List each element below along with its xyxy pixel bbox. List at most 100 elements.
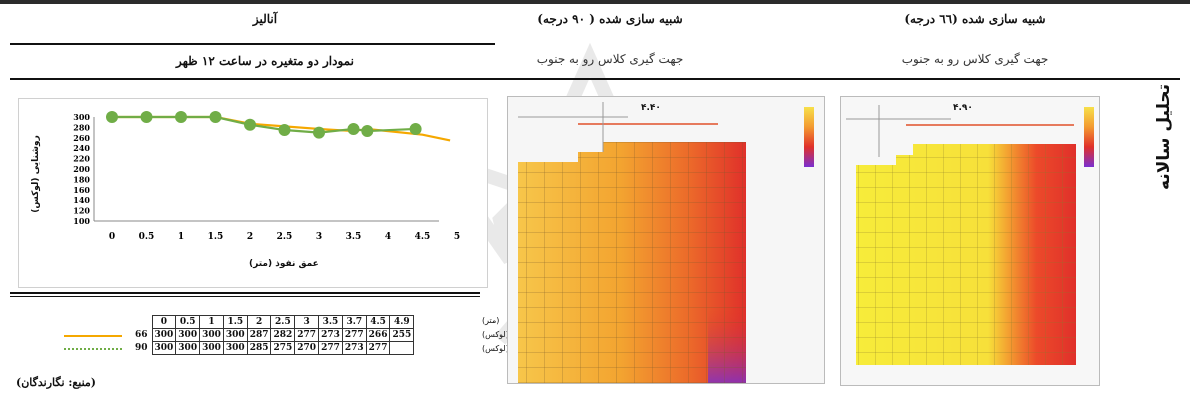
y-tick-label: 100 bbox=[73, 216, 90, 226]
x-tick-label: 3.5 bbox=[346, 232, 362, 242]
unit-lux-66: (لوکس) bbox=[482, 330, 509, 339]
table-cell: 1 bbox=[199, 315, 224, 329]
table-cell: 300 bbox=[199, 341, 224, 355]
table-cell: 300 bbox=[175, 328, 201, 342]
simulation-66-scale bbox=[1084, 107, 1094, 167]
table-row: 66 300 300 300 300 287 282 277 273 277 2… bbox=[62, 328, 415, 342]
x-tick-label: 0 bbox=[109, 232, 115, 242]
data-point-90 bbox=[347, 122, 360, 135]
source-caption: (منبع: نگارندگان) bbox=[16, 376, 96, 389]
sim90-orientation: جهت گیری کلاس رو به جنوب bbox=[536, 52, 684, 66]
simulation-66-value: ۴.۹۰ bbox=[953, 103, 973, 113]
unit-meter: (متر) bbox=[482, 316, 500, 325]
y-tick-label: 120 bbox=[73, 206, 90, 216]
simulation-90-plan bbox=[518, 102, 746, 383]
x-tick-label: 0.5 bbox=[139, 232, 155, 242]
table-cell: 3.7 bbox=[341, 315, 367, 329]
row-label: 66 bbox=[134, 330, 148, 340]
y-tick-label: 300 bbox=[73, 112, 90, 122]
x-tick-label: 2 bbox=[247, 232, 253, 242]
y-tick-label: 180 bbox=[73, 174, 90, 184]
table-cell: 277 bbox=[365, 341, 391, 355]
table-cell: 4.9 bbox=[389, 315, 415, 329]
table-header-row: 0 0.5 1 1.5 2 2.5 3 3.5 3.7 4.5 4.9 bbox=[62, 315, 415, 329]
simulation-66-panel: ۴.۹۰ bbox=[840, 96, 1100, 386]
data-point-90 bbox=[244, 118, 256, 131]
table-row: 90 300 300 300 300 285 275 270 277 273 2… bbox=[62, 341, 415, 355]
x-tick-label: 3 bbox=[316, 232, 322, 242]
y-tick-label: 160 bbox=[73, 185, 90, 195]
top-border bbox=[0, 0, 1190, 4]
x-tick-label: 2.5 bbox=[277, 232, 293, 242]
table-cell: 0.5 bbox=[175, 315, 201, 329]
legend-line-66 bbox=[64, 334, 122, 337]
table-cell: 300 bbox=[175, 341, 201, 355]
table-cell: 300 bbox=[222, 328, 248, 342]
data-point-90 bbox=[409, 122, 422, 135]
analysis-divider bbox=[10, 43, 495, 45]
table-cell: 277 bbox=[294, 328, 320, 342]
x-tick-label: 4.5 bbox=[415, 232, 431, 242]
table-cell: 285 bbox=[246, 341, 272, 355]
series-line-90 bbox=[112, 115, 416, 134]
y-axis-title: روشنایی (لوکس) bbox=[30, 135, 41, 213]
table-cell: 1.5 bbox=[222, 315, 248, 329]
sim90-title: شبیه سازی شده ( ۹۰ درجه) bbox=[537, 12, 683, 26]
table-cell: 2 bbox=[246, 315, 272, 329]
table-cell: 277 bbox=[341, 328, 367, 342]
y-tick-label: 200 bbox=[73, 164, 90, 174]
data-point-90 bbox=[140, 111, 153, 123]
simulation-90-scale bbox=[804, 107, 814, 167]
data-table: 0 0.5 1 1.5 2 2.5 3 3.5 3.7 4.5 4.9 66 3… bbox=[62, 315, 415, 355]
table-cell: 255 bbox=[389, 328, 415, 342]
table-divider-2 bbox=[10, 296, 480, 297]
table-cell: 4.5 bbox=[365, 315, 391, 329]
x-axis-title: عمق نفوذ (متر) bbox=[249, 259, 319, 269]
table-cell: 300 bbox=[222, 341, 248, 355]
y-tick-label: 140 bbox=[73, 195, 90, 205]
simulation-90-value: ۴.۴۰ bbox=[641, 103, 661, 113]
line-chart: 300 280 260 240 220 200 180 160 140 120 100 0 0.5 1 1.… bbox=[18, 98, 488, 288]
unit-lux-90: (لوکس) bbox=[482, 344, 509, 353]
table-cell: 282 bbox=[270, 328, 296, 342]
simulation-66-plan bbox=[846, 105, 1076, 365]
table-cell: 277 bbox=[318, 341, 343, 355]
sim66-orientation: جهت گیری کلاس رو به جنوب bbox=[901, 52, 1049, 66]
simulation-90-panel: ۴.۴۰ bbox=[507, 96, 825, 384]
table-cell: 300 bbox=[151, 341, 177, 355]
x-tick-label: 1 bbox=[178, 232, 184, 242]
chart-subtitle: نمودار دو متغیره در ساعت ۱۲ ظهر bbox=[176, 54, 354, 68]
data-point-90 bbox=[313, 126, 325, 139]
legend-line-90 bbox=[64, 347, 122, 350]
table-cell: 3 bbox=[294, 315, 320, 329]
sim66-title: شبیه سازی شده (٦٦ درجه) bbox=[904, 12, 1046, 26]
data-point-90 bbox=[361, 125, 374, 138]
table-cell bbox=[389, 341, 415, 355]
table-cell: 273 bbox=[318, 328, 343, 342]
data-point-90 bbox=[278, 124, 291, 136]
table-cell: 273 bbox=[341, 341, 367, 355]
data-point-90 bbox=[209, 111, 222, 123]
data-point-90 bbox=[175, 111, 187, 123]
header-bottom-divider bbox=[10, 78, 1180, 80]
table-cell: 287 bbox=[246, 328, 272, 342]
table-cell: 266 bbox=[365, 328, 391, 342]
annual-analysis-label: تحلیل سالانه bbox=[1154, 83, 1174, 190]
analysis-heading: آنالیز bbox=[252, 12, 278, 26]
table-divider bbox=[10, 292, 480, 294]
table-cell: 0 bbox=[151, 315, 177, 329]
table-cell: 2.5 bbox=[270, 315, 296, 329]
x-tick-label: 4 bbox=[385, 232, 391, 242]
table-cell: 270 bbox=[294, 341, 320, 355]
table-cell: 3.5 bbox=[318, 315, 343, 329]
table-cell: 300 bbox=[151, 328, 177, 342]
y-tick-label: 240 bbox=[73, 143, 90, 153]
x-tick-label: 5 bbox=[454, 232, 460, 242]
data-point-90 bbox=[106, 111, 118, 123]
table-cell: 275 bbox=[270, 341, 296, 355]
y-tick-label: 260 bbox=[73, 133, 90, 143]
y-tick-label: 280 bbox=[73, 122, 90, 132]
table-cell: 300 bbox=[199, 328, 224, 342]
row-label: 90 bbox=[134, 343, 148, 353]
